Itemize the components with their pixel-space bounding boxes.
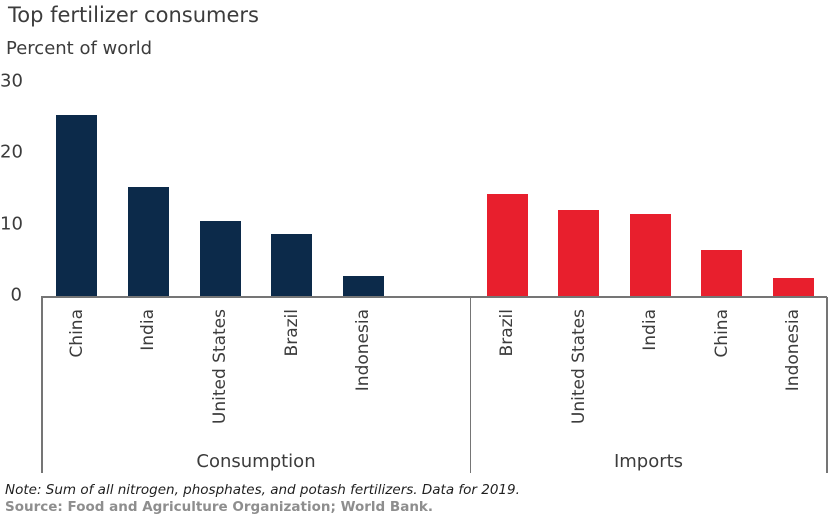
- source-text: Source: Food and Agriculture Organizatio…: [5, 499, 434, 515]
- y-axis-unit-label: Percent of world: [6, 38, 153, 59]
- bar-consumption-brazil: [271, 233, 312, 296]
- category-label-consumption-indonesia: Indonesia: [353, 309, 373, 392]
- bar-consumption-united-states: [199, 220, 241, 296]
- category-label-consumption-china: China: [66, 309, 87, 358]
- group-divider-line: [469, 297, 471, 473]
- category-label-imports-india: India: [640, 309, 660, 351]
- bar-imports-united-states: [558, 210, 599, 296]
- bar-imports-india: [629, 214, 671, 296]
- category-label-consumption-brazil: Brazil: [281, 309, 302, 357]
- category-label-consumption-india: India: [138, 309, 158, 351]
- category-label-imports-china: China: [711, 309, 732, 358]
- bar-imports-indonesia: [772, 278, 814, 296]
- bar-consumption-china: [56, 115, 97, 296]
- bar-imports-brazil: [486, 193, 528, 296]
- category-label-imports-brazil: Brazil: [497, 309, 517, 357]
- note-text: Note: Sum of all nitrogen, phosphates, a…: [5, 482, 520, 498]
- group-label-consumption: Consumption: [196, 451, 316, 472]
- category-label-consumption-united-states: United States: [210, 309, 230, 425]
- group-label-imports: Imports: [613, 451, 684, 472]
- bar-consumption-indonesia: [342, 275, 384, 296]
- plot-right-border-line: [826, 297, 828, 473]
- plot-left-border-line: [41, 297, 43, 473]
- category-label-imports-indonesia: Indonesia: [783, 309, 803, 392]
- y-axis-tick-10: 10: [0, 212, 23, 234]
- category-label-imports-united-states: United States: [568, 309, 589, 425]
- y-axis-tick-20: 20: [0, 141, 23, 163]
- chart-title: Top fertilizer consumers: [8, 3, 259, 27]
- y-axis-tick-30: 30: [0, 69, 23, 91]
- bar-imports-china: [701, 250, 742, 296]
- x-axis-line: [41, 296, 827, 298]
- y-axis-tick-0: 0: [10, 284, 22, 306]
- bar-consumption-india: [127, 186, 169, 296]
